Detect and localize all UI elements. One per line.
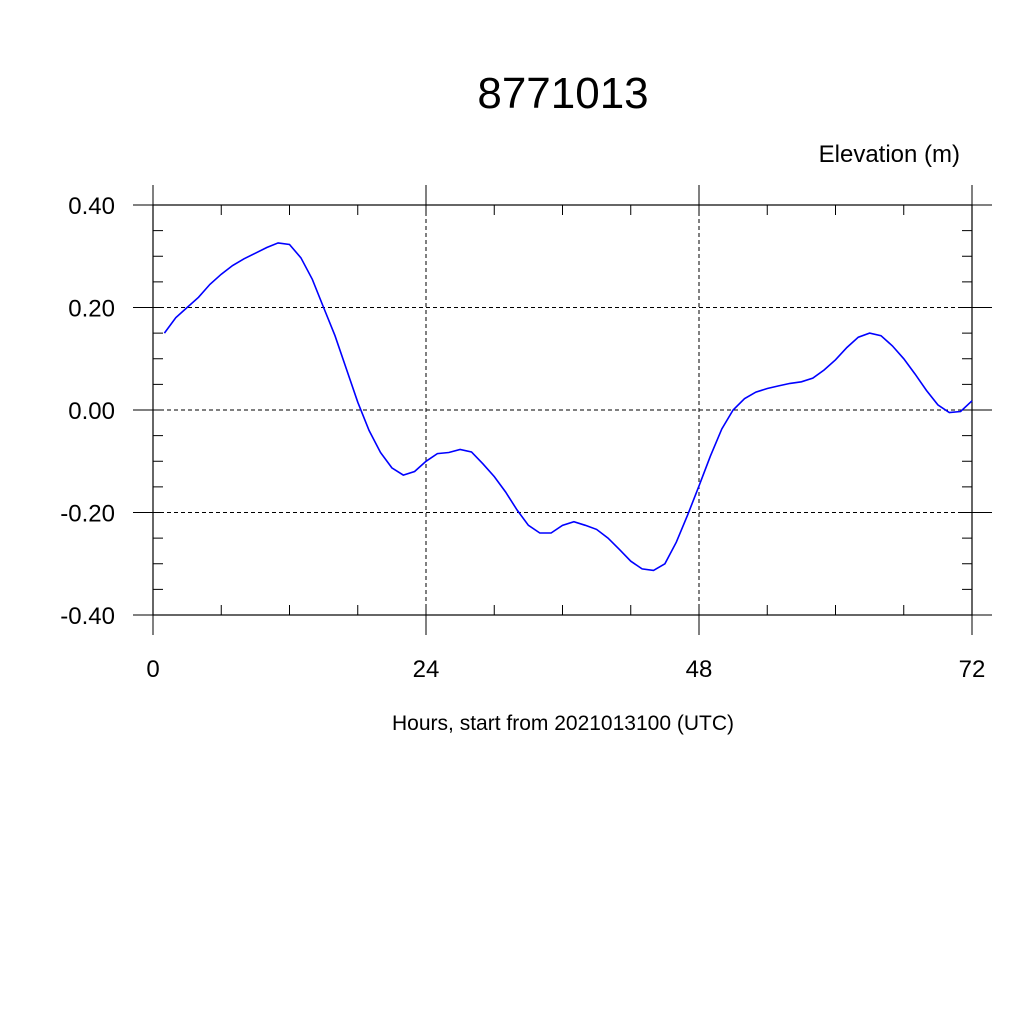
x-tick-label: 48 (686, 656, 713, 683)
elevation-series-line (163, 242, 973, 572)
chart-title: 8771013 (477, 69, 648, 118)
x-tick-label: 72 (959, 656, 986, 683)
y-tick-label: -0.40 (60, 603, 115, 630)
grid-lines (153, 205, 972, 615)
x-tick-label: 0 (146, 656, 159, 683)
x-tick-label: 24 (413, 656, 440, 683)
y-tick-label: 0.00 (68, 398, 115, 425)
plot-frame (152, 204, 973, 616)
y-tick-label: 0.20 (68, 296, 115, 323)
tick-labels: 0.40 0.20 0.00 -0.20 -0.40 0 24 48 72 (60, 193, 985, 683)
y-tick-label: -0.20 (60, 501, 115, 528)
y-axis-label: Elevation (m) (819, 141, 960, 168)
x-axis-label: Hours, start from 2021013100 (UTC) (392, 712, 734, 735)
y-tick-label: 0.40 (68, 193, 115, 220)
